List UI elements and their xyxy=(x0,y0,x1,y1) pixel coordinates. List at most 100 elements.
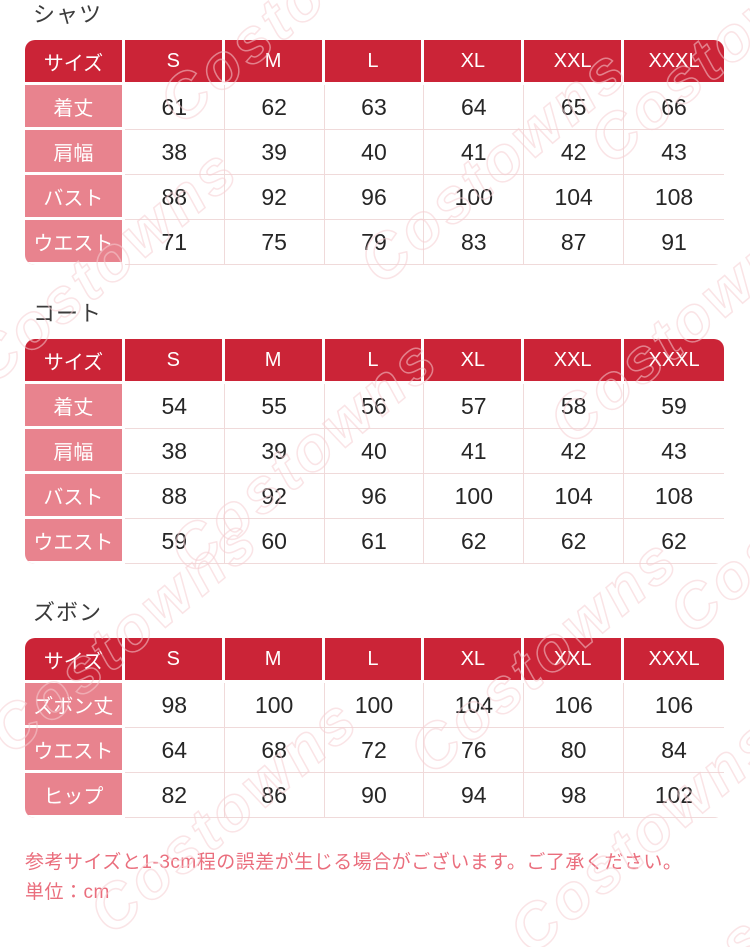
value-cell: 42 xyxy=(524,130,625,175)
shirt-table-wrap: サイズ S M L XL XXL XXXL 着丈 61 62 63 64 65 66 肩幅 38 39 40 41 4… xyxy=(25,40,724,265)
header-cell: XXL xyxy=(524,638,625,683)
row-label-cell: バスト xyxy=(25,474,125,519)
value-cell: 38 xyxy=(124,429,225,474)
shirt-size-table: サイズ S M L XL XXL XXXL 着丈 61 62 63 64 65 66 肩幅 38 39 40 41 4… xyxy=(25,40,724,265)
header-cell: XL xyxy=(424,339,525,384)
table-row: ズボン丈 98 100 100 104 106 106 xyxy=(25,683,724,728)
table-row: 肩幅 38 39 40 41 42 43 xyxy=(25,429,724,474)
section-pants: ズボン サイズ S M L XL XXL XXXL ズボン丈 98 100 100 104 106 106… xyxy=(0,600,750,818)
value-cell: 62 xyxy=(224,85,325,130)
value-cell: 96 xyxy=(324,175,425,220)
value-cell: 80 xyxy=(524,728,625,773)
value-cell: 79 xyxy=(324,220,425,265)
value-cell: 98 xyxy=(124,683,225,728)
row-label-cell: バスト xyxy=(25,175,125,220)
row-label-cell: ウエスト xyxy=(25,728,125,773)
section-coat: コート サイズ S M L XL XXL XXXL 着丈 54 55 56 57 58 59 肩幅 38 39 4… xyxy=(0,301,750,564)
row-label-cell: ウエスト xyxy=(25,519,125,564)
value-cell: 92 xyxy=(224,474,325,519)
header-cell: サイズ xyxy=(25,40,125,85)
pants-table-wrap: サイズ S M L XL XXL XXXL ズボン丈 98 100 100 104 106 106 ウエスト… xyxy=(25,638,724,818)
value-cell: 43 xyxy=(624,429,724,474)
header-cell: M xyxy=(224,339,325,384)
header-cell: S xyxy=(124,638,225,683)
value-cell: 66 xyxy=(624,85,724,130)
value-cell: 98 xyxy=(524,773,625,818)
value-cell: 39 xyxy=(224,130,325,175)
value-cell: 96 xyxy=(324,474,425,519)
value-cell: 61 xyxy=(124,85,225,130)
value-cell: 39 xyxy=(224,429,325,474)
value-cell: 68 xyxy=(224,728,325,773)
header-cell: XXL xyxy=(524,40,625,85)
value-cell: 63 xyxy=(324,85,425,130)
value-cell: 106 xyxy=(524,683,625,728)
value-cell: 100 xyxy=(424,474,525,519)
row-label-cell: 肩幅 xyxy=(25,429,125,474)
header-cell: XXXL xyxy=(624,40,724,85)
table-row: 着丈 61 62 63 64 65 66 xyxy=(25,85,724,130)
value-cell: 62 xyxy=(424,519,525,564)
value-cell: 94 xyxy=(424,773,525,818)
header-cell: XXL xyxy=(524,339,625,384)
value-cell: 88 xyxy=(124,474,225,519)
value-cell: 88 xyxy=(124,175,225,220)
value-cell: 59 xyxy=(124,519,225,564)
row-label-cell: ヒップ xyxy=(25,773,125,818)
header-cell: L xyxy=(324,40,425,85)
value-cell: 104 xyxy=(524,474,625,519)
value-cell: 54 xyxy=(124,384,225,429)
value-cell: 102 xyxy=(624,773,724,818)
value-cell: 40 xyxy=(324,429,425,474)
value-cell: 83 xyxy=(424,220,525,265)
value-cell: 41 xyxy=(424,429,525,474)
value-cell: 40 xyxy=(324,130,425,175)
table-row: 着丈 54 55 56 57 58 59 xyxy=(25,384,724,429)
value-cell: 62 xyxy=(524,519,625,564)
value-cell: 42 xyxy=(524,429,625,474)
row-label-cell: 着丈 xyxy=(25,384,125,429)
section-title-pants: ズボン xyxy=(33,600,103,625)
row-label-cell: ズボン丈 xyxy=(25,683,125,728)
header-cell: M xyxy=(224,638,325,683)
value-cell: 38 xyxy=(124,130,225,175)
row-label-cell: 肩幅 xyxy=(25,130,125,175)
section-shirt: シャツ サイズ S M L XL XXL XXXL 着丈 61 62 63 64 65 66 肩幅 38 39 4… xyxy=(0,2,750,265)
value-cell: 108 xyxy=(624,175,724,220)
row-label-cell: ウエスト xyxy=(25,220,125,265)
unit-note: 単位：cm xyxy=(25,882,110,903)
value-cell: 59 xyxy=(624,384,724,429)
value-cell: 100 xyxy=(224,683,325,728)
value-cell: 100 xyxy=(324,683,425,728)
value-cell: 90 xyxy=(324,773,425,818)
value-cell: 108 xyxy=(624,474,724,519)
coat-table-wrap: サイズ S M L XL XXL XXXL 着丈 54 55 56 57 58 59 肩幅 38 39 40 41 4… xyxy=(25,339,724,564)
value-cell: 76 xyxy=(424,728,525,773)
header-cell: L xyxy=(324,638,425,683)
value-cell: 56 xyxy=(324,384,425,429)
header-cell: S xyxy=(124,40,225,85)
value-cell: 75 xyxy=(224,220,325,265)
header-cell: XXXL xyxy=(624,638,724,683)
table-row: バスト 88 92 96 100 104 108 xyxy=(25,474,724,519)
table-row: ヒップ 82 86 90 94 98 102 xyxy=(25,773,724,818)
header-cell: L xyxy=(324,339,425,384)
value-cell: 91 xyxy=(624,220,724,265)
table-row: ウエスト 71 75 79 83 87 91 xyxy=(25,220,724,265)
footer-notes: 参考サイズと1-3cm程の誤差が生じる場合がございます。ご了承ください。 単位：… xyxy=(25,848,750,908)
value-cell: 64 xyxy=(424,85,525,130)
coat-size-table: サイズ S M L XL XXL XXXL 着丈 54 55 56 57 58 59 肩幅 38 39 40 41 4… xyxy=(25,339,724,564)
table-row: バスト 88 92 96 100 104 108 xyxy=(25,175,724,220)
value-cell: 55 xyxy=(224,384,325,429)
table-row: ウエスト 59 60 61 62 62 62 xyxy=(25,519,724,564)
header-cell: M xyxy=(224,40,325,85)
section-title-coat: コート xyxy=(33,301,103,326)
tolerance-note: 参考サイズと1-3cm程の誤差が生じる場合がございます。ご了承ください。 xyxy=(25,852,683,873)
value-cell: 62 xyxy=(624,519,724,564)
value-cell: 82 xyxy=(124,773,225,818)
value-cell: 104 xyxy=(424,683,525,728)
value-cell: 100 xyxy=(424,175,525,220)
value-cell: 57 xyxy=(424,384,525,429)
value-cell: 92 xyxy=(224,175,325,220)
